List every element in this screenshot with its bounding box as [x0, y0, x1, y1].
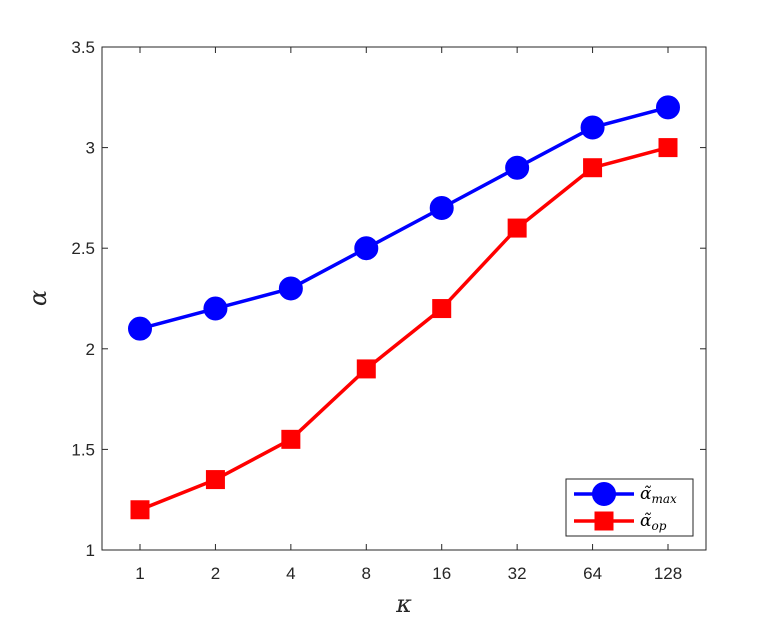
y-tick-label: 1: [86, 541, 95, 560]
data-point-max: [128, 316, 152, 341]
legend-label-max: α̃max: [640, 484, 677, 506]
data-point-op: [658, 138, 678, 158]
legend-label-op: α̃op: [640, 511, 667, 533]
x-tick-label: 4: [286, 564, 295, 583]
plot-area: [101, 46, 707, 551]
data-point-max: [278, 276, 303, 301]
data-point-max: [429, 195, 454, 220]
data-point-max: [203, 296, 228, 321]
x-tick-label: 8: [362, 564, 371, 583]
y-tick-label: 2.5: [71, 239, 95, 258]
legend: α̃max α̃op: [565, 478, 694, 537]
data-point-op: [507, 218, 527, 238]
x-tick-label: 16: [432, 564, 451, 583]
data-point-max: [354, 236, 379, 261]
data-point-max: [656, 95, 680, 120]
series-line-max: [139, 105, 669, 331]
series-layer: [128, 95, 680, 520]
x-tick-label: 1: [135, 564, 144, 583]
legend-box: [565, 478, 694, 537]
x-tick-label: 128: [654, 564, 682, 583]
y-axis-label: α: [24, 290, 52, 306]
data-point-op: [432, 299, 452, 319]
data-point-op: [281, 429, 301, 449]
x-axis-label: κ: [395, 590, 412, 618]
data-point-max: [580, 115, 605, 140]
x-tick-label: 64: [583, 564, 602, 583]
data-point-op: [583, 158, 603, 178]
y-tick-label: 3.5: [71, 38, 95, 57]
data-point-op: [130, 500, 150, 520]
series-line-op: [139, 145, 669, 512]
axis-ticks: 1 2 4 8 16 32 64 128 1 1.5 2 2.5 3 3.5: [71, 38, 706, 583]
x-tick-label: 2: [211, 564, 220, 583]
data-point-op: [356, 359, 376, 379]
legend-marker-max: [592, 482, 616, 506]
x-tick-label: 32: [508, 564, 527, 583]
y-tick-label: 1.5: [71, 440, 95, 459]
data-point-max: [505, 155, 530, 180]
y-tick-label: 2: [86, 340, 95, 359]
legend-marker-op: [594, 511, 614, 531]
data-point-op: [205, 470, 225, 490]
y-tick-label: 3: [86, 139, 95, 158]
